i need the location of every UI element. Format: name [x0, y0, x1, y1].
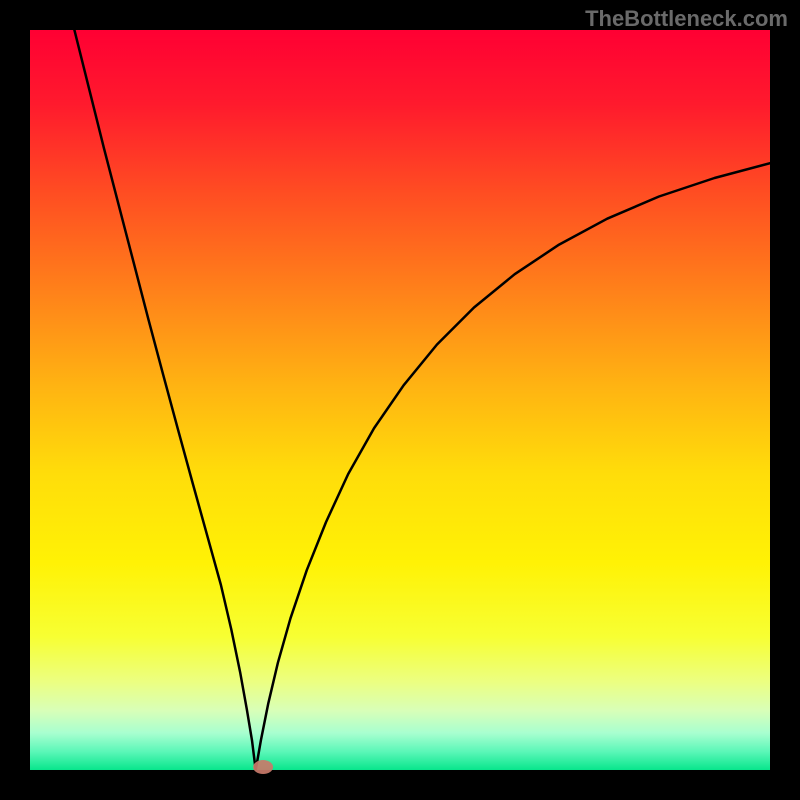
chart-svg: [0, 0, 800, 800]
watermark-text: TheBottleneck.com: [585, 6, 788, 32]
minimum-marker: [253, 760, 273, 774]
chart-container: TheBottleneck.com: [0, 0, 800, 800]
plot-gradient-area: [30, 30, 770, 770]
